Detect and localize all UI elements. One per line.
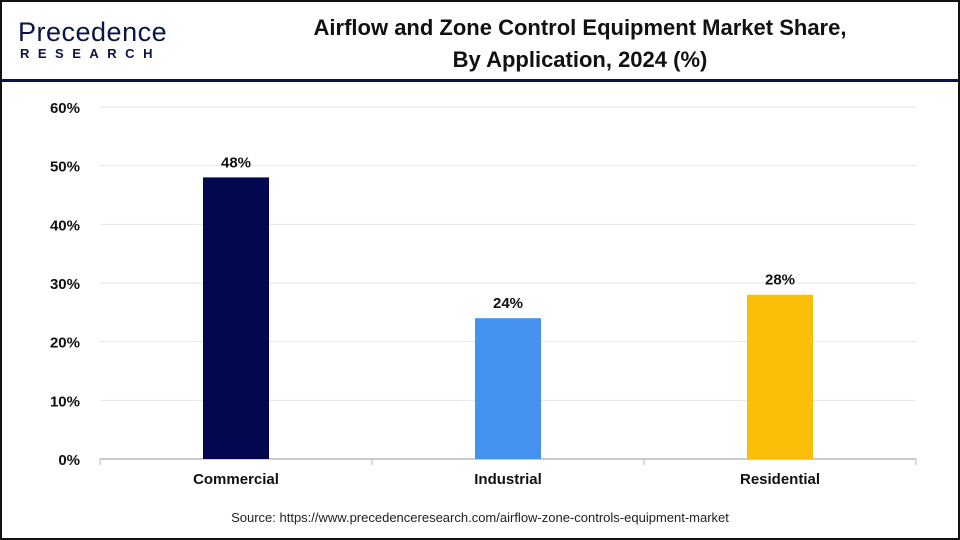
title-line1: Airflow and Zone Control Equipment Marke… xyxy=(313,15,847,40)
logo-line2: RESEARCH xyxy=(20,46,161,61)
title-line2: By Application, 2024 (%) xyxy=(452,47,708,72)
x-tick-label: Residential xyxy=(740,471,820,488)
y-tick-label: 20% xyxy=(50,335,80,352)
data-label: 48% xyxy=(221,154,251,171)
x-tick-label: Commercial xyxy=(193,471,279,488)
header-divider xyxy=(2,79,958,82)
precedence-research-logo: Precedence RESEARCH xyxy=(18,18,167,61)
chart-title: Airflow and Zone Control Equipment Marke… xyxy=(240,12,920,76)
y-tick-label: 60% xyxy=(50,100,80,117)
y-tick-label: 0% xyxy=(58,452,80,469)
y-tick-label: 40% xyxy=(50,217,80,234)
bar-residential xyxy=(747,294,813,459)
logo-line1: Precedence xyxy=(18,17,168,47)
x-tick-label: Industrial xyxy=(474,471,542,488)
y-tick-label: 30% xyxy=(50,276,80,293)
source-text: Source: https://www.precedenceresearch.c… xyxy=(231,510,729,525)
bar-industrial xyxy=(475,318,541,459)
y-tick-label: 50% xyxy=(50,159,80,176)
y-tick-label: 10% xyxy=(50,393,80,410)
bar-commercial xyxy=(203,177,269,459)
data-label: 24% xyxy=(493,295,523,312)
data-label: 28% xyxy=(765,272,795,289)
